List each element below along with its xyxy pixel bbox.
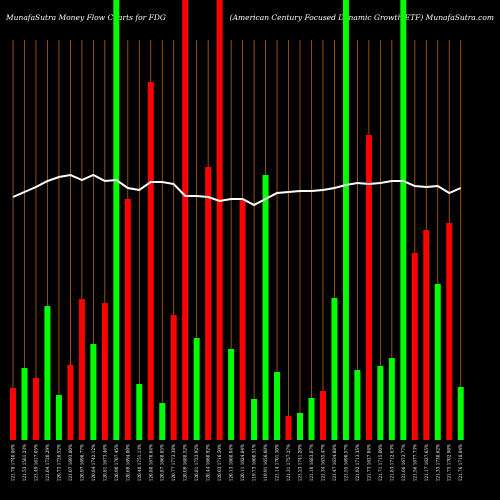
bar [319,391,326,440]
chart-title: MunafaSutra Money Flow Charts for FDG [5,13,166,22]
x-tick-label: 121.34 1635.47% [320,444,325,481]
x-tick-label: 121.33 1738.62% [435,444,440,481]
bar [239,199,246,440]
x-tick-label: 119.73 1600.51% [252,444,257,481]
x-tick-label: 121.78 1740.86% [11,444,16,481]
bar [297,413,303,440]
bar [365,135,372,440]
bar [90,344,97,440]
bar [285,416,292,440]
bar [262,175,269,440]
x-tick-label: 120.13 1668.04% [229,444,234,481]
bar [216,0,223,440]
bar [170,315,177,440]
bar [124,199,131,440]
x-tick-label: 120.44 1660.92% [206,444,211,481]
bar [159,403,166,440]
x-tick-label: 120.77 1773.38% [171,444,176,481]
x-tick-label: 120.81 1673.46% [102,444,107,481]
bar [205,167,212,440]
x-tick-label: 121.47 1634.88% [332,444,337,481]
x-tick-label: 120.48 1751.13% [137,444,142,481]
bar [308,398,315,440]
bar [446,223,453,440]
x-tick-label: 121.66 1673.77% [401,444,406,481]
bar [147,82,154,440]
x-tick-label: 120.69 1694.00% [125,444,130,481]
bar [400,0,407,440]
bar [113,0,120,440]
bar [228,349,235,440]
bar [193,338,200,440]
bar [423,230,430,440]
bar [354,370,361,440]
bars [10,0,464,440]
bar [251,399,258,440]
x-tick-label: 121.71 1715.00% [378,444,383,481]
bar [136,384,143,440]
x-tick-label: 121.07 1693.80% [68,444,73,481]
x-tick-label: 120.81 1723.92% [194,444,199,481]
chart-subtitle: (American Century Focused Dynamic Growth… [230,13,494,22]
x-tick-label: 120.88 1670.64% [148,444,153,481]
x-tick-label: 120.84 1742.12% [91,444,96,481]
x-tick-label: 120.90 1707.45% [114,444,119,481]
x-tick-label: 120.03 1716.50% [217,444,222,481]
bar [182,0,189,440]
bar [411,253,418,440]
x-tick-label: 121.17 1627.65% [424,444,429,481]
x-tick-label: 121.83 1712.63% [389,444,394,481]
x-tick-label: 121.23 1741.20% [298,444,303,481]
bar [434,284,441,440]
x-tick-label: 121.53 1561.23% [22,444,27,481]
bar [21,368,28,440]
x-tick-label: 121.10 1683.87% [309,444,314,481]
bar [55,395,62,440]
x-tick-label: 120.73 1726.52% [56,444,61,481]
x-tick-label: 121.56 1677.73% [412,444,417,481]
bar [457,387,464,440]
x-tick-label: 120.97 1696.77% [79,444,84,481]
x-tick-label: 120.09 1688.52% [183,444,188,481]
x-tick-label: 121.73 1627.04% [366,444,371,481]
x-tick-label: 120.11 1624.84% [240,444,245,481]
price-line [12,173,462,207]
x-tick-label: 121.49 1617.05% [33,444,38,481]
x-tick-label: 121.92 1713.35% [355,444,360,481]
x-tick-label: 121.76 1718.84% [458,444,463,481]
bar [78,299,85,440]
x-tick-label: 121.55 1690.57% [343,444,348,481]
bar [342,0,349,440]
bar [10,388,16,440]
x-tick-label: 121.04 1720.29% [45,444,50,481]
bar [32,378,39,440]
bar [274,372,281,440]
x-tick-label: 121.31 1757.27% [286,444,291,481]
bar [101,303,108,440]
x-tick-label: 119.91 1656.60% [263,444,268,481]
bar [388,358,395,440]
x-tick-label: 121.75 1702.98% [447,444,452,481]
bar [44,306,51,440]
bar [67,365,74,440]
x-tick-label: 121.14 1701.30% [275,444,280,481]
bar [331,298,338,440]
x-labels: 121.78 1740.86% 121.53 1561.23% 121.49 161… [11,444,464,481]
x-tick-label: 120.87 1668.85% [160,444,165,481]
bar [377,366,384,440]
